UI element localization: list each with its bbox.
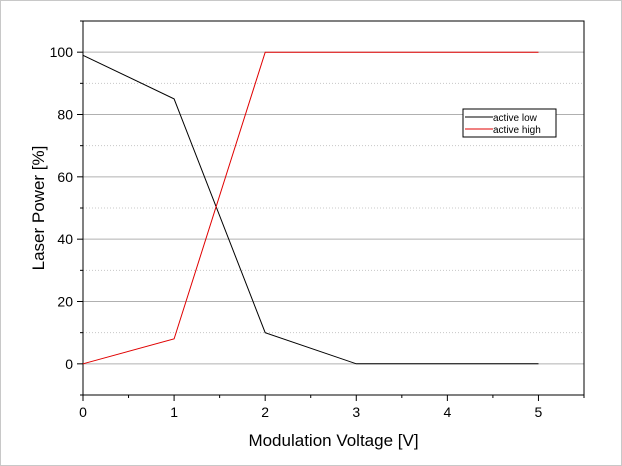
x-tick-label: 0 <box>79 404 87 420</box>
series-lines <box>82 51 539 365</box>
series-line-active-low <box>82 54 539 365</box>
y-tick-labels: 0 20 40 60 80 100 <box>50 44 74 372</box>
y-tick-label: 60 <box>57 169 73 185</box>
legend: active low active high <box>462 108 557 138</box>
legend-label-active-low: active low <box>493 113 538 124</box>
y-tick-label: 100 <box>50 44 74 60</box>
x-tick-label: 4 <box>443 404 451 420</box>
y-axis-title: Laser Power [%] <box>29 146 48 271</box>
legend-box <box>462 108 557 138</box>
x-tick-labels: 0 1 2 3 4 5 <box>79 404 542 420</box>
grid-lines <box>83 51 584 365</box>
y-tick-label: 0 <box>65 356 73 372</box>
x-tick-label: 1 <box>170 404 178 420</box>
y-tick-label: 40 <box>57 231 73 247</box>
x-axis-title: Modulation Voltage [V] <box>248 431 418 450</box>
x-tick-label: 3 <box>352 404 360 420</box>
axis-ticks <box>77 20 585 401</box>
series-line-active-high <box>82 51 539 365</box>
x-tick-label: 5 <box>535 404 543 420</box>
y-tick-label: 80 <box>57 107 73 123</box>
legend-label-active-high: active high <box>493 125 541 136</box>
y-tick-label: 20 <box>57 294 73 310</box>
x-tick-label: 2 <box>261 404 269 420</box>
